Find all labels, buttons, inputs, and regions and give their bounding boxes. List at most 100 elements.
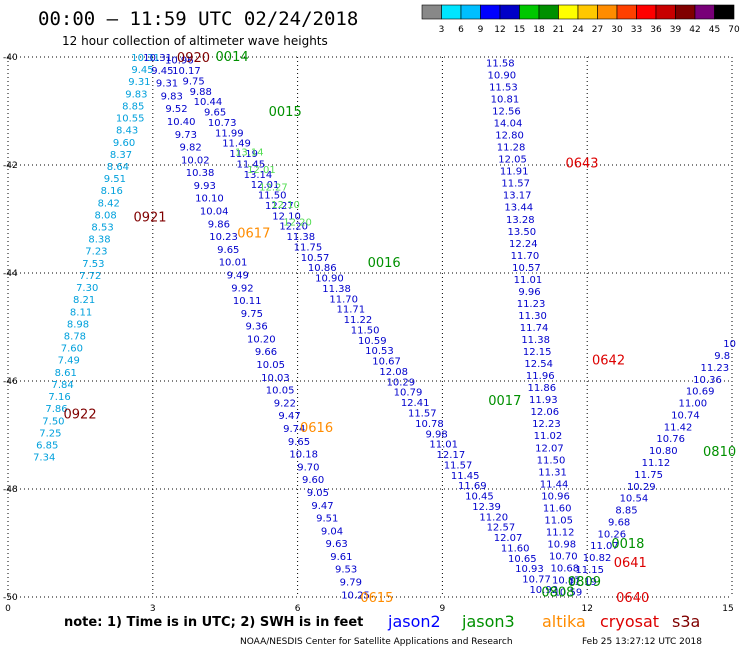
wave-height-value: 9.61: [330, 552, 352, 563]
wave-height-value: 7.34: [33, 453, 55, 464]
colorbar-swatch: [538, 4, 559, 20]
wave-height-value: 9.05: [307, 488, 329, 499]
y-tick-label: -50: [3, 593, 18, 603]
wave-height-value: 12.01: [247, 165, 276, 176]
wave-height-value: 10.17: [172, 66, 201, 77]
wave-height-value: 9.45: [151, 66, 173, 77]
wave-height-value: 9.36: [245, 322, 267, 333]
wave-height-value: 14.04: [494, 119, 523, 130]
wave-height-value: 8.98: [67, 319, 89, 330]
wave-height-value: 9.74: [283, 424, 305, 435]
colorbar-swatch: [714, 4, 735, 20]
wave-height-value: 10.79: [394, 388, 423, 399]
pass-time-label: 0016: [368, 256, 401, 271]
wave-height-value: 10.20: [247, 334, 276, 345]
x-tick-label: 3: [150, 604, 156, 614]
wave-height-value: 7.30: [76, 283, 98, 294]
wave-height-value: 10.54: [620, 494, 649, 505]
wave-height-value: 7.49: [58, 356, 80, 367]
wave-height-value: 10.96: [165, 56, 194, 67]
wave-height-value: 9.83: [161, 91, 183, 102]
wave-height-value: 12.06: [531, 407, 560, 418]
legend-entry-jason2: jason2: [387, 612, 441, 631]
colorbar-swatch: [694, 4, 715, 20]
colorbar-tick-label: 30: [611, 25, 623, 35]
wave-height-value: 9.93: [194, 181, 216, 192]
wave-height-value: 12.05: [498, 155, 527, 166]
wave-height-value: 11.42: [664, 422, 693, 433]
legend-entry-cryosat: cryosat: [600, 612, 659, 631]
wave-height-value: 11.23: [517, 299, 546, 310]
wave-height-value: 11.75: [634, 470, 663, 481]
wave-height-value: 10.01: [219, 258, 248, 269]
wave-height-value: 9.49: [227, 270, 249, 281]
pass-time-label: 0643: [565, 156, 598, 171]
colorbar-tick-label: 24: [572, 25, 584, 35]
wave-height-value: 12.24: [509, 239, 538, 250]
wave-height-value: 11.70: [329, 294, 358, 305]
wave-height-value: 10.87: [552, 576, 581, 587]
colorbar-swatch: [460, 4, 481, 20]
wave-height-value: 10.92: [529, 585, 558, 596]
wave-height-value: 10.40: [167, 117, 196, 128]
wave-height-value: 12.15: [523, 347, 552, 358]
wave-height-value: 11.49: [222, 139, 251, 150]
wave-height-value: 12.20: [283, 218, 312, 229]
colorbar-tick-label: 21: [553, 25, 564, 35]
wave-height-value: 11.71: [337, 305, 366, 316]
wave-height-value: 13.14: [235, 148, 264, 159]
wave-height-value: 9.82: [179, 143, 201, 154]
wave-height-value: 10.31: [131, 53, 160, 64]
wave-height-value: 9.86: [208, 219, 230, 230]
wave-height-value: 11.96: [526, 371, 555, 382]
wave-height-value: 10.59: [358, 336, 387, 347]
wave-height-value: 12.08: [379, 367, 408, 378]
wave-height-value: 9.8: [714, 351, 730, 362]
wave-height-value: 11.57: [501, 179, 530, 190]
wave-height-value: 11.02: [534, 431, 563, 442]
wave-height-value: 10.31: [143, 53, 172, 64]
colorbar-tick-label: 36: [650, 25, 662, 35]
wave-height-value: 12.07: [494, 533, 523, 544]
wave-height-value: 10.59: [554, 588, 583, 599]
footnote: note: 1) Time is in UTC; 2) SWH is in fe…: [64, 615, 363, 630]
wave-height-value: 9.66: [255, 347, 277, 358]
colorbar-swatch: [421, 4, 442, 20]
wave-height-value: 11.19: [568, 577, 597, 588]
wave-height-value: 12.39: [472, 502, 501, 513]
data-tracks: 7.34 6.857.257.507.867.167.848.617.497.60…: [33, 53, 736, 601]
wave-height-value: 10.03: [261, 373, 290, 384]
wave-height-value: 10.68: [551, 564, 580, 575]
pass-time-label: 0641: [614, 556, 647, 571]
wave-height-value: 10.57: [301, 253, 330, 264]
pass-time-label: 0014: [216, 50, 249, 65]
wave-height-value: 12.27: [259, 183, 288, 194]
wave-height-value: 9.73: [175, 130, 197, 141]
colorbar-tick-label: 39: [670, 25, 682, 35]
wave-height-value: 11.22: [344, 315, 373, 326]
wave-height-value: 7.50: [42, 416, 64, 427]
wave-height-value: 10.69: [686, 387, 715, 398]
wave-height-value: 10.38: [186, 168, 215, 179]
pass-time-label: 0808: [541, 586, 574, 601]
colorbar-tick-label: 9: [478, 25, 484, 35]
wave-height-value: 9.31: [128, 77, 150, 88]
wave-height-value: 9.47: [278, 411, 300, 422]
wave-height-value: 10.78: [415, 419, 444, 430]
x-tick-label: 9: [440, 604, 446, 614]
wave-height-value: 11.07: [590, 541, 619, 552]
colorbar-tick-label: 6: [458, 25, 464, 35]
pass-time-label: 0640: [616, 591, 649, 606]
wave-height-value: 7.60: [61, 344, 83, 355]
colorbar-swatch: [441, 4, 462, 20]
wave-height-value: 10.05: [266, 386, 295, 397]
wave-height-value: 10.02: [181, 155, 210, 166]
wave-height-value: 10.18: [289, 450, 318, 461]
wave-height-value: 11.99: [215, 128, 244, 139]
pass-time-label: 0809: [568, 575, 601, 590]
legend-entry-s3a: s3a: [672, 612, 700, 631]
wave-height-value: 6.85: [36, 440, 58, 451]
pass-time-label: 0810: [703, 445, 736, 460]
wave-height-value: 9.22: [274, 398, 296, 409]
x-tick-label: 0: [5, 604, 11, 614]
